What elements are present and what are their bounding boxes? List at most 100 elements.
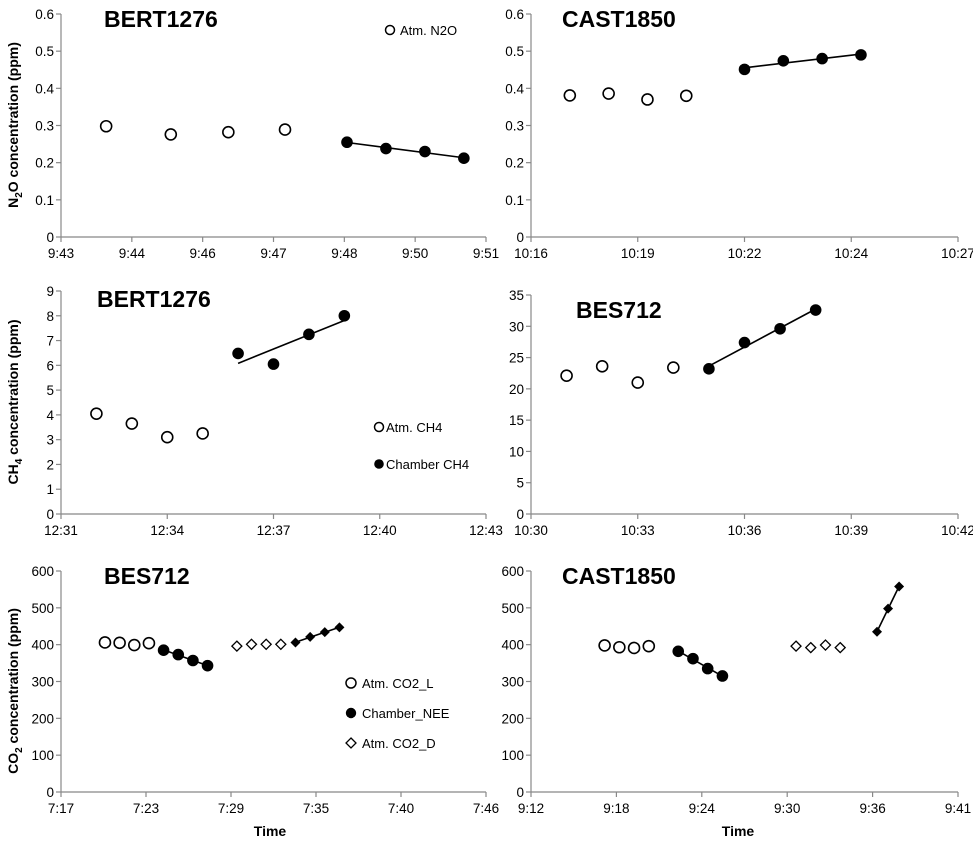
y-tick-label: 0.6: [35, 7, 54, 22]
data-point-chamber-nee: [716, 670, 729, 682]
trendline-chamber-er: [295, 626, 340, 643]
data-point-atm-ch4: [90, 407, 103, 420]
data-point-atm-co2-d: [790, 640, 802, 653]
y-tick-label: 5: [516, 476, 524, 491]
x-tick-label: 10:39: [834, 523, 868, 538]
x-tick-label: 12:37: [257, 523, 291, 538]
data-point-atm-co2-l: [613, 640, 626, 654]
y-tick-label: 0.4: [35, 81, 54, 96]
y-tick-label: 200: [31, 711, 54, 726]
data-point-atm-co2-d: [260, 638, 273, 651]
y-axis-title: CH4 concentration (ppm): [5, 319, 25, 484]
x-tick-label: 9:43: [48, 246, 74, 261]
data-point-chamber-n2o: [341, 136, 353, 149]
trendline-chamber-ch4: [708, 308, 817, 367]
data-point-chamber-n2o: [419, 145, 431, 158]
y-axis-title: N2O concentration (ppm): [5, 42, 25, 208]
data-point-chamber-nee: [187, 654, 199, 667]
data-point-atm-co2-d: [230, 640, 243, 653]
trendline-chamber-n2o: [744, 53, 862, 69]
data-point-chamber-ch4: [338, 309, 351, 322]
y-tick-label: 300: [501, 675, 524, 690]
data-point-atm-co2-l: [642, 639, 656, 653]
legend-marker-open-circle: [345, 677, 357, 689]
data-point-chamber-ch4: [809, 304, 822, 316]
y-tick-label: 9: [46, 284, 54, 299]
y-tick-label: 100: [501, 748, 524, 763]
data-point-chamber-ch4: [738, 336, 751, 349]
x-axis-title: Time: [254, 823, 287, 839]
x-tick-label: 10:27: [941, 246, 973, 261]
data-point-chamber-er: [872, 626, 883, 637]
y-tick-label: 0.6: [505, 7, 524, 22]
data-point-atm-ch4: [560, 369, 573, 383]
y-tick-label: 0.5: [505, 44, 524, 59]
y-axis-title: CO2 concentration (ppm): [5, 608, 25, 774]
x-tick-label: 7:46: [473, 801, 499, 816]
legend-marker-open-circle: [373, 421, 385, 433]
legend-label: Chamber CH4: [386, 457, 469, 472]
x-tick-label: 9:36: [859, 801, 885, 816]
panel-title: BERT1276: [97, 286, 211, 312]
data-point-chamber-n2o: [458, 152, 470, 165]
x-tick-label: 9:50: [402, 246, 428, 261]
x-tick-label: 10:30: [514, 523, 548, 538]
data-point-chamber-er: [305, 631, 316, 642]
y-tick-label: 600: [501, 564, 524, 579]
data-point-chamber-n2o: [380, 142, 392, 155]
x-tick-label: 9:51: [473, 246, 499, 261]
trendline-chamber-ch4: [237, 319, 345, 365]
data-point-atm-co2-l: [98, 636, 112, 649]
x-axis-title: Time: [722, 823, 755, 839]
data-point-chamber-ch4: [232, 347, 244, 360]
x-tick-label: 9:24: [689, 801, 716, 816]
data-point-chamber-er: [894, 581, 905, 592]
panel-ch4-bes712: BES712 0 5 10 15 20 25 30 35 10:30 10:33 10:36 10:3…: [509, 288, 973, 538]
y-tick-label: 500: [501, 601, 524, 616]
data-point-atm-ch4: [631, 376, 645, 389]
data-point-atm-co2-d: [819, 639, 832, 651]
panel-title: CAST1850: [562, 563, 676, 589]
data-point-atm-co2-l: [598, 639, 611, 652]
y-tick-label: 30: [509, 319, 524, 334]
legend: Atm. CH4 Chamber CH4: [373, 420, 469, 472]
y-tick-label: 0: [516, 507, 524, 522]
y-tick-label: 0.3: [505, 119, 524, 134]
y-tick-label: 0: [516, 230, 524, 245]
data-point-chamber-nee: [701, 662, 714, 675]
data-point-chamber-n2o: [777, 55, 790, 67]
y-tick-label: 0: [46, 785, 54, 800]
y-tick-label: 0.2: [35, 156, 54, 171]
data-point-chamber-er: [319, 627, 330, 638]
data-point-atm-ch4: [125, 417, 139, 430]
y-tick-label: 1: [46, 482, 54, 497]
legend: Atm. N2O: [384, 23, 457, 38]
data-point-chamber-er: [883, 603, 894, 614]
data-point-chamber-n2o: [855, 49, 867, 61]
data-point-chamber-n2o: [738, 63, 751, 76]
panel-n2o-bert1276: BERT1276 N2O concentration (ppm) 0 0.1 0.2…: [5, 6, 499, 261]
data-point-atm-co2-l: [142, 636, 156, 650]
y-tick-label: 7: [46, 334, 54, 349]
x-tick-label: 7:17: [48, 801, 74, 816]
legend-marker-filled-circle: [345, 707, 357, 719]
y-tick-label: 300: [31, 675, 54, 690]
y-tick-label: 6: [46, 358, 54, 373]
y-tick-label: 100: [31, 748, 54, 763]
data-point-chamber-nee: [157, 644, 170, 656]
legend-marker-open-diamond: [345, 737, 357, 749]
data-point-atm-co2-l: [113, 636, 126, 650]
y-tick-label: 0.4: [505, 81, 524, 96]
panel-title: BERT1276: [104, 6, 218, 32]
y-tick-label: 500: [31, 601, 54, 616]
legend-label: Atm. CH4: [386, 420, 442, 435]
y-tick-label: 10: [509, 444, 524, 459]
x-tick-label: 12:31: [44, 523, 78, 538]
x-tick-label: 9:12: [518, 801, 544, 816]
data-point-atm-ch4: [595, 360, 609, 373]
data-point-atm-n2o: [99, 119, 113, 133]
x-tick-label: 10:33: [621, 523, 655, 538]
x-tick-label: 9:46: [190, 246, 216, 261]
trendline-chamber-n2o: [346, 141, 464, 159]
